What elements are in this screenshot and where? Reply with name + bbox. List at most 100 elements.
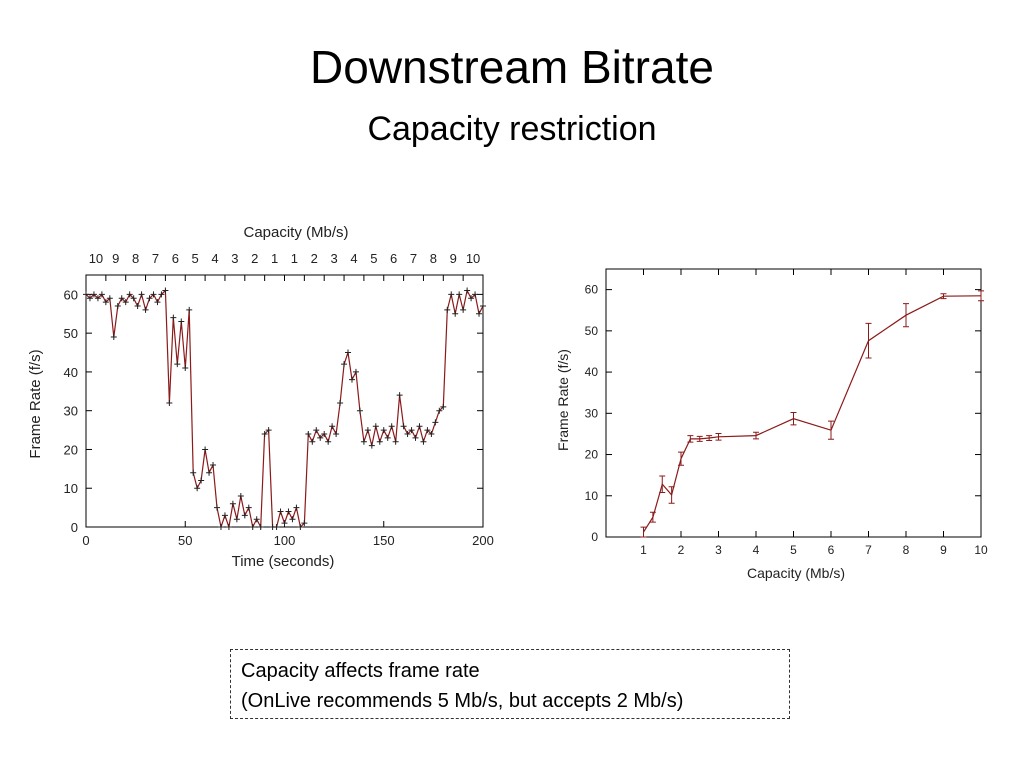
left-data-point bbox=[273, 524, 280, 530]
left-data-point bbox=[245, 504, 252, 511]
left-data-point bbox=[202, 446, 209, 453]
left-data-point bbox=[440, 403, 447, 410]
left-top-tick-label: 4 bbox=[350, 251, 357, 266]
left-data-point bbox=[293, 504, 300, 511]
callout-box: Capacity affects frame rate (OnLive reco… bbox=[230, 649, 790, 719]
left-x-tick-label: 50 bbox=[178, 533, 192, 548]
left-data-point bbox=[468, 295, 475, 302]
left-data-point bbox=[178, 318, 185, 325]
left-data-point bbox=[102, 299, 109, 306]
left-data-point bbox=[341, 361, 348, 368]
left-data-point bbox=[432, 419, 439, 426]
left-top-tick-label: 1 bbox=[291, 251, 298, 266]
left-data-point bbox=[301, 520, 308, 527]
left-data-point bbox=[106, 295, 113, 302]
left-data-point bbox=[448, 291, 455, 298]
left-top-tick-label: 5 bbox=[192, 251, 199, 266]
left-data-point bbox=[166, 399, 173, 406]
left-data-point bbox=[416, 423, 423, 430]
left-data-point bbox=[456, 291, 463, 298]
left-data-point bbox=[253, 516, 260, 523]
left-data-point bbox=[114, 303, 121, 310]
slide-subtitle: Capacity restriction bbox=[367, 110, 657, 148]
left-data-point bbox=[317, 434, 324, 441]
left-data-point bbox=[285, 508, 292, 515]
left-data-point bbox=[281, 520, 288, 527]
left-data-point bbox=[241, 512, 248, 519]
left-data-point bbox=[464, 287, 471, 294]
left-data-point bbox=[225, 524, 232, 530]
left-data-point bbox=[388, 423, 395, 430]
left-data-point bbox=[329, 423, 336, 430]
callout-line-2: (OnLive recommends 5 Mb/s, but accepts 2… bbox=[241, 690, 684, 712]
left-series-line bbox=[85, 288, 484, 530]
left-y-tick-label: 40 bbox=[64, 365, 78, 380]
left-data-point bbox=[436, 407, 443, 414]
left-data-point bbox=[408, 427, 415, 434]
left-data-point bbox=[94, 295, 101, 302]
left-top-tick-label: 7 bbox=[152, 251, 159, 266]
left-data-point bbox=[289, 516, 296, 523]
left-data-point bbox=[368, 442, 375, 449]
left-data-point bbox=[190, 469, 197, 476]
left-data-point bbox=[221, 512, 228, 519]
left-data-point bbox=[376, 438, 383, 445]
left-data-point bbox=[174, 361, 181, 368]
left-data-point bbox=[249, 524, 256, 530]
left-data-point bbox=[400, 423, 407, 430]
left-data-point bbox=[122, 299, 129, 306]
left-data-point bbox=[138, 291, 145, 298]
left-data-point bbox=[356, 407, 363, 414]
left-data-point bbox=[210, 461, 217, 468]
left-x-axis-label: Time (seconds) bbox=[232, 553, 335, 570]
left-data-point bbox=[162, 287, 169, 294]
left-top-tick-label: 5 bbox=[370, 251, 377, 266]
left-data-point bbox=[90, 291, 97, 298]
left-data-point bbox=[83, 291, 89, 298]
left-data-point bbox=[321, 430, 328, 437]
left-data-point bbox=[333, 430, 340, 437]
left-x-tick-label: 0 bbox=[82, 533, 89, 548]
left-data-point bbox=[237, 492, 244, 499]
left-y-tick-label: 50 bbox=[64, 326, 78, 341]
left-data-point bbox=[297, 524, 304, 530]
left-data-point bbox=[150, 291, 157, 298]
left-data-point bbox=[130, 295, 137, 302]
left-y-tick-label: 10 bbox=[64, 481, 78, 496]
left-y-tick-label: 0 bbox=[71, 520, 78, 535]
left-data-point bbox=[154, 299, 161, 306]
left-data-point bbox=[360, 438, 367, 445]
left-top-tick-label: 1 bbox=[271, 251, 278, 266]
left-x-tick-label: 100 bbox=[274, 533, 296, 548]
left-data-point bbox=[476, 310, 483, 317]
left-data-point bbox=[412, 434, 419, 441]
left-data-point bbox=[194, 485, 201, 492]
left-top-tick-label: 3 bbox=[231, 251, 238, 266]
left-data-point bbox=[206, 469, 213, 476]
left-data-point bbox=[98, 291, 105, 298]
left-data-point bbox=[460, 306, 467, 313]
left-data-point bbox=[110, 334, 117, 341]
callout-line-1: Capacity affects frame rate bbox=[241, 660, 480, 682]
left-data-point bbox=[337, 399, 344, 406]
left-data-point bbox=[118, 295, 125, 302]
left-data-point bbox=[384, 434, 391, 441]
left-data-point bbox=[142, 306, 149, 313]
left-data-point bbox=[420, 438, 427, 445]
left-data-point bbox=[86, 295, 93, 302]
left-data-point bbox=[146, 295, 153, 302]
left-top-tick-label: 3 bbox=[331, 251, 338, 266]
left-data-point bbox=[126, 291, 133, 298]
left-y-axis-label: Frame Rate (f/s) bbox=[27, 349, 44, 458]
left-data-point bbox=[404, 430, 411, 437]
left-data-point bbox=[364, 427, 371, 434]
left-top-tick-label: 9 bbox=[450, 251, 457, 266]
slide-title: Downstream Bitrate bbox=[310, 41, 714, 93]
left-data-point bbox=[428, 430, 435, 437]
left-data-point bbox=[345, 349, 352, 356]
left-data-point bbox=[352, 368, 359, 375]
left-data-point bbox=[480, 303, 486, 310]
left-top-tick-label: 10 bbox=[89, 251, 103, 266]
left-top-tick-label: 9 bbox=[112, 251, 119, 266]
left-data-point bbox=[277, 508, 284, 515]
